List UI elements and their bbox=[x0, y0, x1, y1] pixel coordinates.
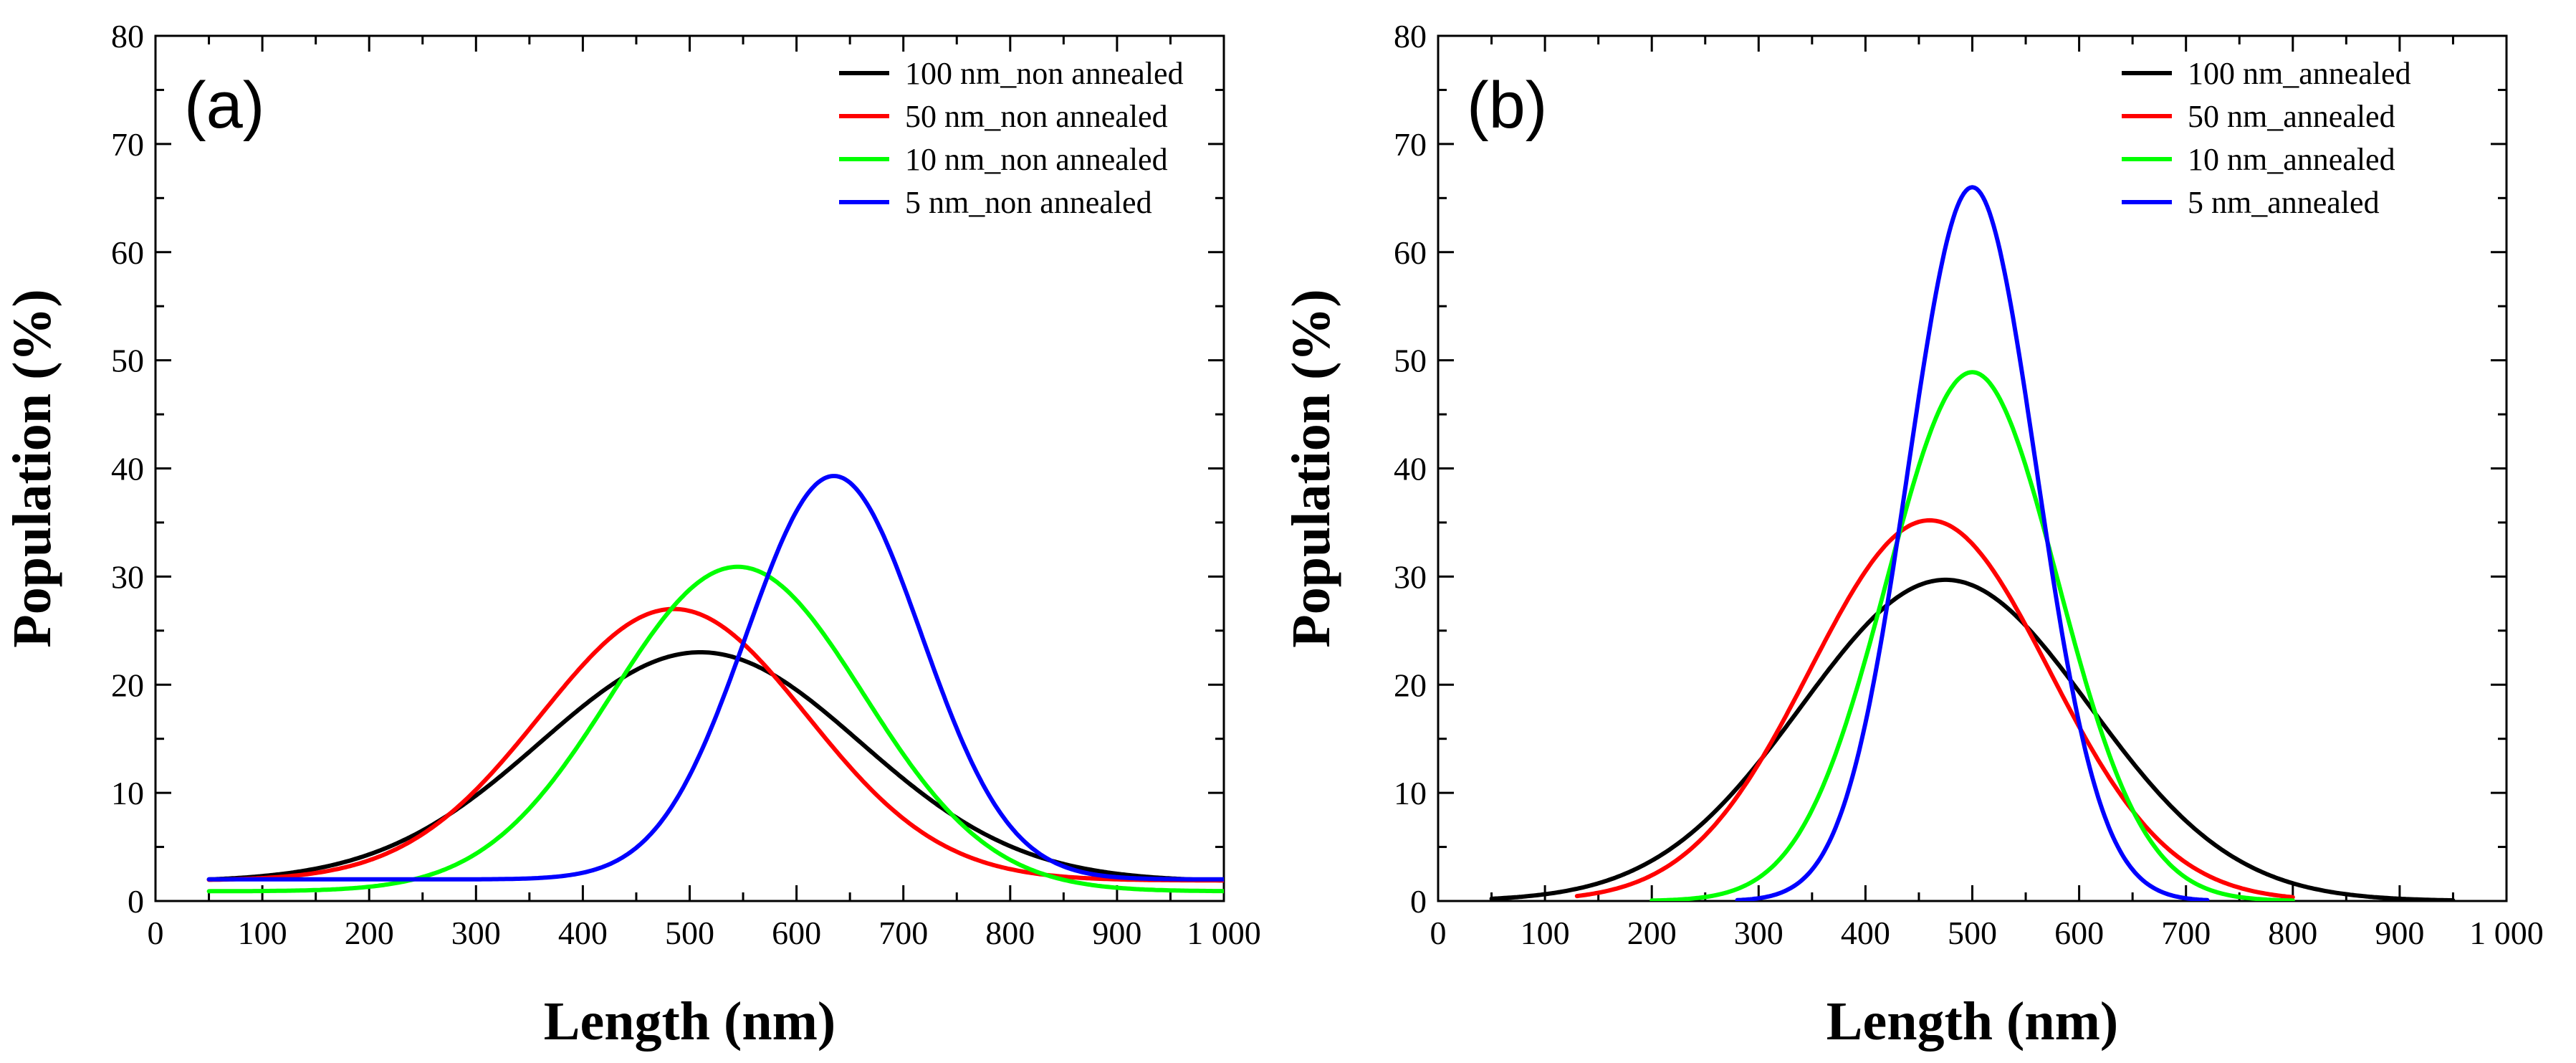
y-axis-title: Population (%) bbox=[1281, 289, 1341, 647]
x-tick-label: 600 bbox=[772, 915, 821, 951]
y-tick-label: 50 bbox=[1394, 343, 1427, 379]
legend-label-2: 50 nm_non annealed bbox=[905, 99, 1168, 134]
series-line-4 bbox=[1735, 185, 2210, 901]
series-line-3 bbox=[1649, 370, 2295, 901]
x-tick-label: 1 000 bbox=[1187, 915, 1261, 951]
series-line-2 bbox=[1574, 518, 2295, 900]
x-tick-label: 400 bbox=[558, 915, 608, 951]
y-tick-label: 60 bbox=[111, 234, 144, 271]
x-tick-label: 900 bbox=[1092, 915, 1141, 951]
x-tick-label: 700 bbox=[2161, 915, 2211, 951]
x-tick-label: 200 bbox=[345, 915, 394, 951]
legend-label-3: 10 nm_non annealed bbox=[905, 142, 1168, 177]
y-tick-label: 20 bbox=[1394, 667, 1427, 703]
x-tick-label: 0 bbox=[148, 915, 164, 951]
x-tick-label: 100 bbox=[1521, 915, 1570, 951]
x-tick-label: 600 bbox=[2054, 915, 2104, 951]
series-line-1 bbox=[1489, 577, 2456, 901]
legend-label-1: 100 nm_annealed bbox=[2188, 56, 2411, 91]
legend-label-4: 5 nm_annealed bbox=[2188, 185, 2380, 220]
x-tick-label: 500 bbox=[1948, 915, 1997, 951]
y-tick-label: 20 bbox=[111, 667, 144, 703]
x-tick-label: 900 bbox=[2375, 915, 2424, 951]
y-tick-label: 70 bbox=[1394, 126, 1427, 163]
legend-label-3: 10 nm_annealed bbox=[2188, 142, 2395, 177]
legend-label-4: 5 nm_non annealed bbox=[905, 185, 1152, 220]
y-tick-label: 60 bbox=[1394, 234, 1427, 271]
panel-b: 0 100 200 300 400 500 600 700 800 900 1 000 0 10 20 30… bbox=[1281, 18, 2544, 1052]
x-tick-label: 300 bbox=[1734, 915, 1783, 951]
x-tick-label: 800 bbox=[2268, 915, 2317, 951]
panel-label: (a) bbox=[184, 69, 264, 142]
panel-a: 0 100 200 300 400 500 600 700 800 900 1 000 0 10 20 30… bbox=[2, 18, 1261, 1052]
x-tick-label: 500 bbox=[665, 915, 714, 951]
y-tick-label: 30 bbox=[111, 558, 144, 595]
x-tick-label: 1 000 bbox=[2469, 915, 2544, 951]
series-line-3 bbox=[206, 564, 1224, 894]
y-tick-label: 0 bbox=[1410, 883, 1427, 920]
x-tick-label: 300 bbox=[451, 915, 501, 951]
y-tick-label: 10 bbox=[1394, 775, 1427, 811]
series-group bbox=[1489, 185, 2456, 901]
series-line-4 bbox=[206, 474, 1224, 882]
panel-label: (b) bbox=[1467, 69, 1547, 142]
legend-label-1: 100 nm_non annealed bbox=[905, 56, 1184, 91]
y-axis-title: Population (%) bbox=[2, 289, 62, 647]
y-tick-label: 40 bbox=[111, 451, 144, 487]
y-tick-label: 40 bbox=[1394, 451, 1427, 487]
y-tick-label: 80 bbox=[111, 18, 144, 54]
y-tick-label: 70 bbox=[111, 126, 144, 163]
series-group bbox=[206, 474, 1224, 894]
y-tick-label: 0 bbox=[128, 883, 144, 920]
y-tick-label: 80 bbox=[1394, 18, 1427, 54]
x-axis-title: Length (nm) bbox=[1826, 991, 2118, 1052]
y-tick-label: 30 bbox=[1394, 558, 1427, 595]
x-tick-label: 800 bbox=[985, 915, 1035, 951]
y-tick-label: 50 bbox=[111, 343, 144, 379]
x-tick-label: 400 bbox=[1841, 915, 1890, 951]
x-tick-label: 700 bbox=[878, 915, 928, 951]
y-tick-label: 10 bbox=[111, 775, 144, 811]
x-tick-label: 200 bbox=[1627, 915, 1677, 951]
x-tick-label: 100 bbox=[238, 915, 287, 951]
x-tick-label: 0 bbox=[1430, 915, 1447, 951]
legend-label-2: 50 nm_annealed bbox=[2188, 99, 2395, 134]
x-axis-title: Length (nm) bbox=[544, 991, 835, 1052]
